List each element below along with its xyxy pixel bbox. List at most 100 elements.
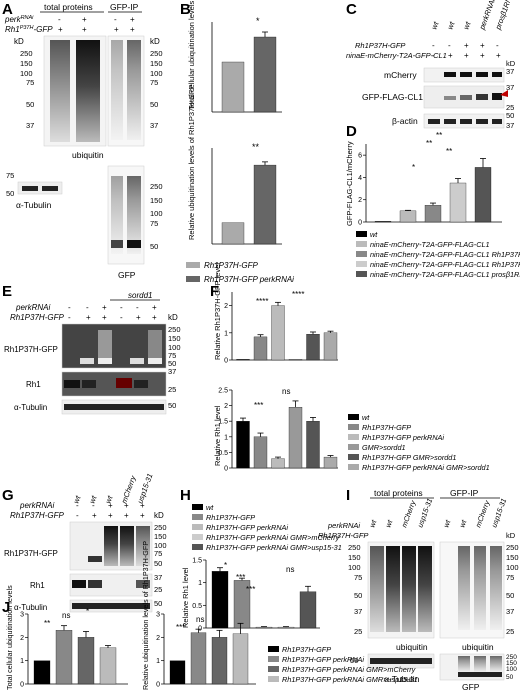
svg-text:50: 50 [150, 100, 158, 109]
a-kd-left: kD [14, 37, 24, 46]
panel-letter-b: B [180, 1, 191, 18]
bar [271, 458, 285, 469]
svg-text:ninaE-mCherry-T2A-GFP-FLAG-CL1: ninaE-mCherry-T2A-GFP-FLAG-CL1 [370, 240, 490, 249]
b-ylabel-bottom: Relative ubiquitination levels of Rh1P37… [187, 85, 196, 241]
chart-f-bottom: 0 0.5 1 1.5 2 2.5 [218, 388, 338, 473]
svg-text:100: 100 [150, 69, 163, 78]
svg-text:150: 150 [168, 334, 181, 343]
svg-text:37: 37 [154, 573, 162, 582]
svg-text:37: 37 [168, 367, 176, 376]
y-tick-label: 1 [198, 580, 202, 587]
y-tick-label: 1 [20, 658, 24, 665]
b-legend-1: Rh1P37H-GFP [204, 261, 258, 270]
svg-text:+: + [108, 501, 113, 510]
panel-j: J Total cellular ubiquitination levels R… [2, 541, 418, 690]
bar [306, 421, 320, 469]
a-gfp-markers: 250 150 100 75 50 [150, 182, 163, 251]
svg-text:100: 100 [506, 563, 519, 572]
b-legend-swatch-2 [186, 276, 200, 282]
c-blot-gfp-cl1: GFP-FLAG-CL1 [362, 92, 423, 102]
y-tick-label: 2 [156, 635, 160, 642]
svg-text:100: 100 [20, 69, 33, 78]
d-ylabel: GFP-FLAG-CL1/mCherry [345, 141, 354, 226]
a-markers-left: 250 150 100 75 50 37 [20, 49, 34, 130]
svg-text:ns: ns [214, 607, 222, 616]
svg-text:50: 50 [26, 100, 34, 109]
svg-text:+: + [140, 501, 145, 510]
bar [277, 626, 295, 629]
y-tick-label: 1.5 [192, 558, 202, 565]
svg-text:75: 75 [150, 219, 158, 228]
svg-text:***: *** [176, 623, 185, 632]
g-markers: 250 150 100 75 50 37 25 50 [154, 523, 167, 608]
y-tick-label: 0 [358, 220, 362, 227]
svg-text:75: 75 [154, 549, 162, 558]
c-kd: kD [506, 59, 516, 68]
svg-text:75: 75 [26, 78, 34, 87]
svg-text:50: 50 [506, 674, 514, 681]
svg-text:50: 50 [150, 242, 158, 251]
y-tick-label: 0.5 [192, 603, 202, 610]
y-tick-label: 0 [156, 682, 160, 689]
svg-text:75: 75 [168, 351, 176, 360]
svg-text:+: + [480, 51, 485, 60]
svg-text:100: 100 [168, 343, 181, 352]
svg-text:usp15-31: usp15-31 [489, 497, 508, 529]
svg-text:****: **** [292, 290, 304, 299]
svg-text:Rh1P37H-GFP perkRNAi: Rh1P37H-GFP perkRNAi [362, 433, 444, 442]
y-tick-label: 3 [20, 612, 24, 619]
red-arrow-icon [500, 90, 508, 97]
svg-text:Rh1P37H-GFP perkRNAi GMR>mCher: Rh1P37H-GFP perkRNAi GMR>mCherry [282, 665, 417, 674]
svg-text:250: 250 [506, 654, 517, 661]
g-blot-rh1 [69, 573, 153, 597]
e-kd: kD [168, 313, 178, 322]
bar [236, 421, 250, 469]
y-tick-label: 0.5 [218, 450, 228, 457]
svg-text:Rh1P37H-GFP perkRNAi GMR>usp15: Rh1P37H-GFP perkRNAi GMR>usp15-31 [206, 543, 342, 552]
y-tick-label: 6 [358, 153, 362, 160]
svg-text:+: + [464, 51, 469, 60]
svg-text:wt: wt [383, 518, 394, 529]
bar [449, 182, 467, 223]
svg-text:+: + [448, 51, 453, 60]
panel-f: F Relative Rh1P37H-GFP level Relative Rh… [210, 263, 490, 473]
svg-text:37: 37 [506, 607, 514, 616]
svg-text:+: + [152, 313, 157, 322]
svg-text:wt: wt [71, 494, 82, 505]
y-tick-label: 3 [156, 612, 160, 619]
b-ylabel-top: Total cellular ubiquitination levels [187, 1, 196, 110]
svg-text:-: - [92, 501, 95, 510]
e-label-tubulin: α-Tubulin [14, 403, 47, 412]
bar [253, 436, 268, 469]
svg-text:*: * [86, 607, 89, 616]
svg-text:-: - [120, 303, 123, 312]
panel-letter-i: I [346, 487, 350, 504]
svg-text:+: + [92, 511, 97, 520]
a-sign-p2: + [82, 15, 87, 24]
bar [55, 630, 73, 685]
d-legend: wt ninaE-mCherry-T2A-GFP-FLAG-CL1 ninaE-… [356, 230, 520, 279]
chart-b-bottom [211, 148, 282, 245]
g-kd: kD [154, 511, 164, 520]
a-label-ubiquitin: ubiquitin [72, 150, 104, 160]
b-sig-bottom: ** [252, 142, 260, 152]
svg-text:-: - [120, 313, 123, 322]
bar [77, 637, 95, 685]
svg-text:37: 37 [354, 607, 362, 616]
svg-text:+: + [480, 41, 485, 50]
svg-text:+: + [152, 303, 157, 312]
a-sign-r1: + [58, 25, 63, 34]
svg-text:25: 25 [506, 103, 514, 112]
svg-text:100: 100 [150, 209, 163, 218]
g-row-rh1: Rh1P37H-GFP [10, 511, 64, 520]
svg-text:100: 100 [506, 666, 517, 673]
svg-text:-: - [86, 303, 89, 312]
bar [374, 221, 392, 223]
svg-text:wt: wt [441, 518, 452, 529]
svg-text:+: + [496, 51, 501, 60]
a-sign-r4: + [130, 25, 135, 34]
a-label-tubulin: α-Tubulin [16, 200, 52, 210]
svg-text:*: * [412, 163, 415, 172]
chart-d: 0 2 4 6 [358, 144, 502, 227]
svg-text:Rh1P37H-GFP perkRNAi GMR>mCher: Rh1P37H-GFP perkRNAi GMR>mCherry [206, 533, 341, 542]
